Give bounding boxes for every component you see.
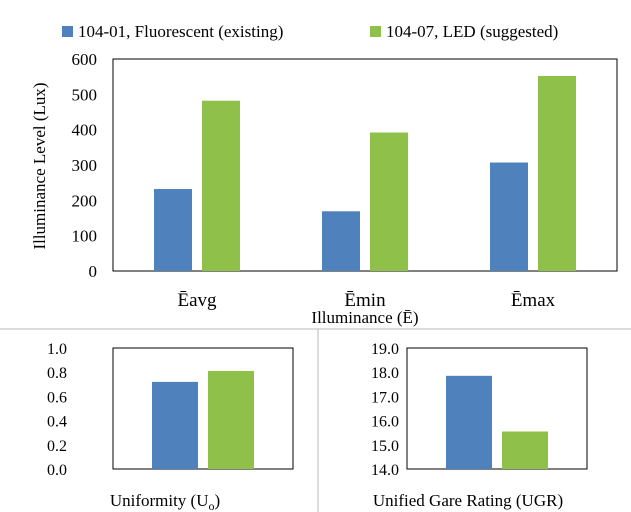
uniformity-y-tick-label: 0.0: [47, 462, 67, 479]
main-y-tick-label: 200: [72, 191, 98, 210]
ugr-y-tick-label: 16.0: [371, 414, 399, 431]
main-bar-fluorescent: [490, 162, 528, 271]
uniformity-y-tick-label: 0.2: [47, 438, 67, 455]
main-category-label: Ēmin: [344, 290, 386, 311]
main-y-tick-label: 600: [72, 50, 98, 69]
uniformity-plot-frame: [112, 347, 294, 470]
main-bar-fluorescent: [154, 189, 192, 271]
main-bars: [154, 75, 576, 272]
legend-swatch-led: [370, 26, 381, 37]
main-bar-led: [370, 132, 408, 271]
uniformity-label-main: Uniformity (U: [110, 491, 209, 510]
legend-label-led: 104-07, LED (suggested): [386, 22, 558, 41]
ugr-plot-frame: [406, 347, 588, 470]
main-bar-fluorescent: [322, 211, 360, 271]
main-category-labels: Ēavg Ēmin Ēmax: [177, 290, 555, 311]
main-y-axis-label: Illuminance Level (Lux): [30, 82, 49, 249]
ugr-bar-led: [502, 431, 548, 469]
uniformity-y-ticks: 0.0 0.2 0.4 0.6 0.8 1.0: [47, 341, 67, 479]
uniformity-bar-fluorescent: [152, 381, 198, 469]
ugr-bars: [446, 375, 548, 469]
ugr-y-tick-label: 15.0: [371, 438, 399, 455]
main-y-tick-label: 400: [72, 121, 98, 140]
uniformity-label-end: ): [215, 491, 221, 510]
ugr-bar-fluorescent: [446, 375, 492, 469]
ugr-y-tick-label: 17.0: [371, 389, 399, 406]
uniformity-y-tick-label: 0.6: [47, 389, 67, 406]
main-y-tick-label: 0: [89, 262, 98, 281]
main-plot-frame: [112, 58, 618, 272]
main-y-tick-label: 300: [72, 156, 98, 175]
ugr-y-tick-label: 14.0: [371, 462, 399, 479]
uniformity-label-subscript: o: [209, 499, 215, 512]
uniformity-bar-led: [208, 370, 254, 469]
uniformity-x-axis-label: Uniformity (Uo): [110, 491, 220, 512]
main-chart: 0 100 200 300 400 500 600 Ēavg Ēmin Ēmax Illumin…: [30, 50, 618, 327]
uniformity-y-tick-label: 0.4: [47, 414, 67, 431]
ugr-x-axis-label: Unified Gare Rating (UGR): [373, 491, 563, 510]
uniformity-y-tick-label: 0.8: [47, 365, 67, 382]
uniformity-chart: 0.0 0.2 0.4 0.6 0.8 1.0 Uniformity (Uo): [47, 341, 294, 512]
ugr-chart: 14.0 15.0 16.0 17.0 18.0 19.0 Unified Gare Ra…: [371, 341, 588, 510]
main-y-tick-label: 500: [72, 85, 98, 104]
ugr-y-tick-label: 18.0: [371, 365, 399, 382]
main-y-ticks: 0 100 200 300 400 500 600: [72, 50, 98, 281]
uniformity-y-tick-label: 1.0: [47, 341, 67, 358]
main-x-axis-label: Illuminance (Ē): [311, 308, 418, 327]
main-y-tick-label: 100: [72, 227, 98, 246]
ugr-y-ticks: 14.0 15.0 16.0 17.0 18.0 19.0: [371, 341, 399, 479]
uniformity-bars: [152, 370, 254, 469]
legend-swatch-fluorescent: [62, 26, 73, 37]
legend-label-fluorescent: 104-01, Fluorescent (existing): [78, 22, 283, 41]
main-bar-led: [538, 75, 576, 272]
main-category-label: Ēavg: [177, 290, 217, 311]
main-bar-led: [202, 100, 240, 272]
ugr-y-tick-label: 19.0: [371, 341, 399, 358]
main-category-label: Ēmax: [511, 290, 556, 311]
legend: 104-01, Fluorescent (existing) 104-07, L…: [62, 22, 558, 41]
